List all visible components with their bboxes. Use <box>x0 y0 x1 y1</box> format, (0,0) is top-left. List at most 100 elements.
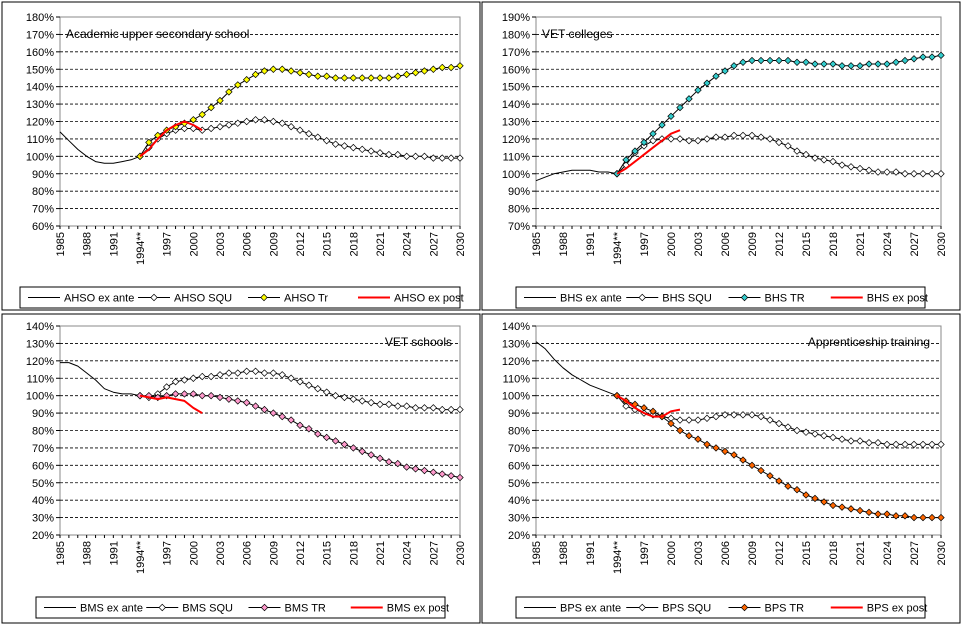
data-point <box>739 58 747 66</box>
data-point <box>305 70 313 79</box>
y-tick-label: 160% <box>26 47 54 59</box>
x-tick-label: 2018 <box>828 232 840 256</box>
data-point <box>278 65 286 73</box>
data-point <box>703 79 711 87</box>
x-tick-label: 2006 <box>720 232 732 256</box>
data-point <box>784 482 792 490</box>
chart-title: Academic upper secondary school <box>66 27 249 41</box>
data-point <box>411 152 420 161</box>
data-point <box>189 390 198 398</box>
data-point <box>847 437 855 445</box>
legend-item-bhs-ex-post: BHS ex post <box>830 293 928 305</box>
data-point <box>269 117 278 126</box>
legend-label: BHS TR <box>765 293 805 305</box>
data-point <box>456 62 464 70</box>
legend-box <box>515 286 926 309</box>
data-point <box>278 119 286 127</box>
data-point <box>721 133 729 141</box>
data-point <box>242 367 251 375</box>
series-bps-tr <box>613 391 945 522</box>
data-point <box>349 395 358 403</box>
data-point <box>829 60 837 68</box>
data-point <box>676 416 684 424</box>
data-point <box>865 438 873 447</box>
data-point <box>296 378 304 386</box>
data-point <box>225 121 233 129</box>
data-point <box>447 472 455 480</box>
data-point <box>802 491 810 499</box>
data-point <box>712 444 720 452</box>
data-point <box>694 136 702 145</box>
data-point <box>234 369 242 377</box>
data-point <box>242 398 251 407</box>
series-line <box>59 131 141 164</box>
data-point <box>314 430 322 438</box>
x-tick-label: 2003 <box>215 232 227 256</box>
data-point <box>730 411 738 419</box>
data-point <box>730 62 738 70</box>
x-tick-label: 1988 <box>558 541 570 565</box>
series-line <box>139 394 203 414</box>
data-point <box>251 367 260 375</box>
data-point <box>748 56 756 65</box>
data-point <box>928 440 936 449</box>
data-point <box>420 404 429 412</box>
x-tick-label: 2000 <box>188 541 200 565</box>
x-tick-label: 2024 <box>882 541 894 565</box>
data-point <box>811 494 819 503</box>
data-point <box>145 138 153 147</box>
data-point <box>260 116 269 124</box>
data-point <box>739 411 747 419</box>
series-bms-squ <box>136 367 464 414</box>
data-point <box>721 447 729 456</box>
legend-marker <box>740 293 749 302</box>
x-tick-label: 1985 <box>531 232 543 256</box>
data-point <box>685 136 693 145</box>
data-point <box>394 402 402 410</box>
series-bhs-tr <box>613 51 945 178</box>
legend-item-bms-ex-post: BMS ex post <box>350 603 449 615</box>
x-tick-label: 2015 <box>801 232 813 256</box>
y-tick-label: 40% <box>32 495 54 507</box>
x-tick-label: 2009 <box>747 541 759 565</box>
y-tick-label: 140% <box>26 321 54 333</box>
data-point <box>278 412 286 421</box>
data-point <box>928 513 936 522</box>
data-point <box>721 411 729 419</box>
data-point <box>829 157 837 166</box>
data-point <box>856 437 864 445</box>
data-point <box>892 58 900 66</box>
data-point <box>766 472 774 480</box>
y-tick-label: 140% <box>502 321 530 333</box>
data-point <box>910 55 918 63</box>
y-tick-label: 150% <box>502 82 530 94</box>
data-point <box>367 74 375 82</box>
y-tick-label: 180% <box>26 12 54 24</box>
data-point <box>775 419 783 428</box>
x-tick-label: 2009 <box>747 232 759 256</box>
data-point <box>447 405 455 414</box>
legend-item-ahso-ex-post: AHSO ex post <box>358 293 464 305</box>
x-tick-label: 2006 <box>242 541 254 565</box>
series-bms-ex-post <box>139 394 203 414</box>
legend-label: BHS ex ante <box>560 293 622 305</box>
chart-title: VET colleges <box>542 27 612 41</box>
x-tick-label: 1994** <box>135 540 147 574</box>
data-point <box>811 430 819 438</box>
chart-title: VET schools <box>385 335 452 349</box>
data-point <box>703 414 711 423</box>
y-tick-label: 30% <box>32 513 54 525</box>
legend-label: BMS ex ante <box>80 603 143 615</box>
data-point <box>910 170 918 178</box>
x-tick-label: 1994** <box>612 231 624 265</box>
y-tick-label: 20% <box>32 530 54 542</box>
data-point <box>340 142 349 150</box>
data-point <box>216 393 224 402</box>
data-point <box>640 404 648 412</box>
series-line <box>535 341 618 397</box>
x-tick-label: 1991 <box>585 232 597 256</box>
y-tick-label: 130% <box>26 99 54 111</box>
x-tick-label: 1997 <box>639 541 651 565</box>
data-point <box>631 147 639 155</box>
data-point <box>892 440 900 449</box>
